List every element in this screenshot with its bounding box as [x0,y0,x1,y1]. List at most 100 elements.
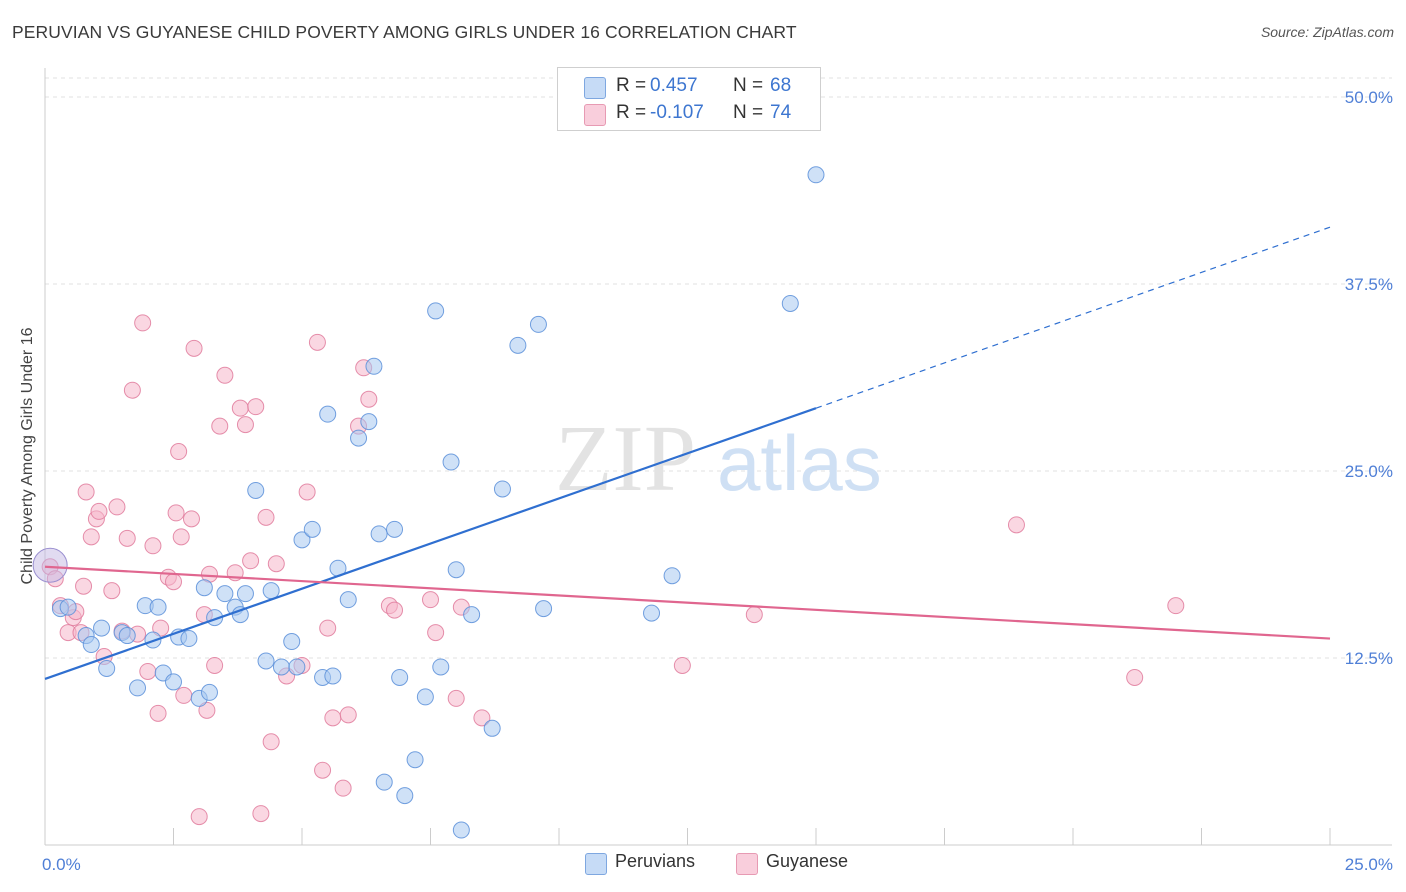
data-point [339,591,357,609]
r-value: -0.107 [650,102,704,123]
guyanese-legend-swatch [736,853,758,875]
data-point [427,302,445,320]
data-point [673,656,691,674]
data-point [283,633,301,651]
legend-box: R = 0.457 N = 68 R = -0.107 N = 74 [557,67,821,131]
data-point [422,591,439,609]
grid-lines [45,77,1392,659]
peruvians-swatch [584,77,606,99]
data-point [643,604,661,622]
data-point [319,619,337,637]
data-point [463,606,481,624]
data-point [139,662,157,680]
data-point [339,706,357,724]
data-point [82,636,100,654]
data-point [236,585,254,603]
data-point [77,483,95,501]
data-point [165,573,182,591]
trend-lines [44,226,1331,680]
data-point [170,443,188,461]
tick-labels: 12.5% 25.0% 37.5% 50.0% 0.0% 25.0% [42,88,1393,874]
data-point [252,805,270,823]
watermark-zip: ZIP [555,407,696,511]
data-point [391,668,409,686]
data-point [200,683,218,701]
n-label: N = [733,75,764,96]
y-tick-label: 37.5% [1345,275,1393,294]
data-point [386,601,404,619]
data-point [324,667,342,685]
data-point [144,537,162,555]
y-tick-label: 12.5% [1345,649,1393,668]
data-point [447,689,465,707]
data-point [396,787,414,805]
data-point [781,294,799,312]
data-point [216,585,234,603]
data-point [262,733,280,751]
data-point [152,619,170,637]
peruvian-points [51,104,825,839]
data-point [334,779,352,797]
data-point [90,502,108,520]
chart-title: PERUVIAN VS GUYANESE CHILD POVERTY AMONG… [12,22,797,42]
data-point [93,619,111,637]
data-point [386,520,404,538]
data-point [807,166,825,184]
data-point [493,480,511,498]
data-point [172,528,190,546]
data-point [319,405,337,423]
data-point [272,658,290,676]
data-point [257,652,275,670]
watermark: ZIP atlas [555,407,882,511]
data-point [432,658,450,676]
data-point [98,659,116,677]
data-point [129,679,147,697]
data-point [350,429,368,447]
data-point [1126,668,1144,686]
data-point [1167,597,1185,615]
data-point [211,417,229,435]
data-point [206,656,224,674]
data-point [314,761,332,779]
data-point [473,709,491,727]
watermark-atlas: atlas [717,419,882,507]
data-point [360,390,378,408]
data-point [59,598,77,616]
data-point [180,630,198,648]
data-point [123,381,141,399]
data-point [103,582,121,600]
data-point [108,498,126,516]
guyanese-trend-line [44,565,1331,640]
data-point [198,701,216,719]
y-tick-label: 25.0% [1345,462,1393,481]
source-label: Source: ZipAtlas.com [1260,24,1394,40]
data-point [308,333,326,351]
data-point [231,399,249,417]
data-point [175,686,193,704]
n-value: 74 [770,102,792,123]
data-point [452,821,470,839]
data-point [360,413,378,431]
axes [44,68,1392,846]
data-point [529,315,547,333]
data-point [118,627,136,645]
y-tick-label: 50.0% [1345,88,1393,107]
data-point [1007,516,1025,534]
data-point [416,688,434,706]
data-point [406,751,424,769]
data-point [324,709,342,727]
peruvians-trend-line [44,407,817,680]
data-point [216,366,234,384]
data-point [134,314,152,332]
data-point [267,555,285,573]
data-point [293,531,311,549]
data-point [165,673,182,691]
data-point [288,658,306,676]
y-axis-label: Child Poverty Among Girls Under 16 [19,327,36,584]
data-point [442,453,460,471]
data-point [75,577,93,595]
data-point [447,561,465,579]
x-tick-label: 25.0% [1345,855,1393,874]
r-label: R = [616,75,647,96]
